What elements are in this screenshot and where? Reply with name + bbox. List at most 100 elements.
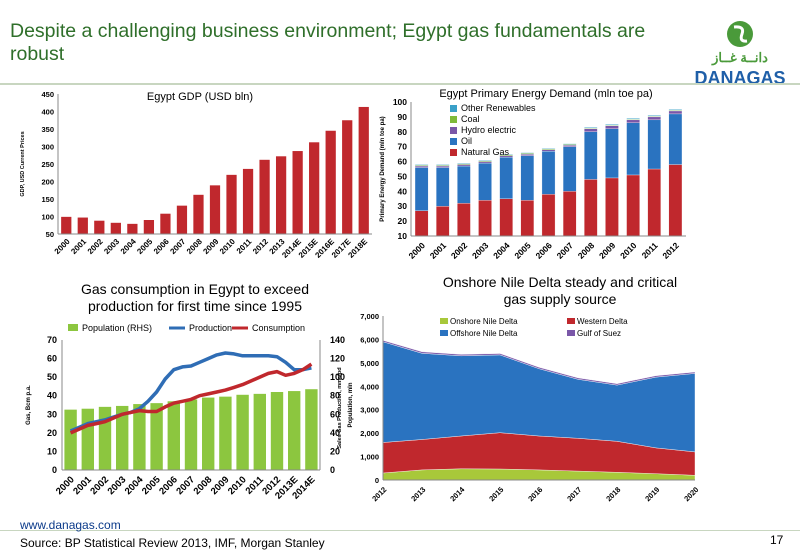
energy-bar-oil-2007: [562, 146, 577, 192]
consumption-y-axis-label: Gas, Bcm p.a.: [26, 385, 32, 425]
gdp-bar-2001: [77, 217, 88, 234]
population-bar-2002: [98, 406, 112, 470]
energy-bar-oil-2004: [499, 156, 513, 199]
energy-bar-hydro-electric-2003: [478, 161, 492, 164]
gdp-bar-2004: [127, 223, 138, 234]
energy-bar-other-renewables-2009: [605, 124, 619, 126]
energy-bar-hydro-electric-2001: [436, 165, 450, 168]
nile-x-tick-2016: 2016: [526, 485, 544, 503]
energy-x-tick-2001: 2001: [428, 240, 449, 261]
energy-legend-swatch: [450, 138, 457, 145]
gdp-bar-2016E: [325, 130, 336, 234]
consumption-legend-swatch: [68, 324, 78, 331]
gdp-bar-2012: [259, 159, 270, 234]
gdp-x-tick-2004: 2004: [119, 237, 138, 256]
population-bar-2009: [219, 396, 232, 470]
nile-y-tick: 6,000: [360, 335, 379, 344]
energy-bar-oil-2011: [647, 119, 661, 170]
energy-legend-swatch: [450, 116, 457, 123]
consumption-y-right-tick: 120: [330, 354, 345, 364]
energy-bar-oil-2012: [668, 113, 683, 165]
energy-bar-natural-gas-2008: [584, 179, 598, 237]
nile-x-tick-2014: 2014: [448, 484, 467, 503]
title-divider: [0, 83, 800, 85]
energy-legend-label: Oil: [461, 136, 472, 146]
energy-bar-other-renewables-2008: [584, 127, 598, 129]
nile-delta-chart: 0 1,000 2,000 3,000 4,000 5,000 6,000 7,000 Sale…: [337, 312, 700, 503]
energy-chart-title: Egypt Primary Energy Demand (mln toe pa): [439, 88, 652, 100]
energy-bar-oil-2008: [584, 131, 598, 180]
energy-bar-other-renewables-2010: [626, 118, 640, 120]
consumption-legend-label: Production: [189, 323, 232, 333]
nile-x-tick-2019: 2019: [643, 485, 661, 503]
gdp-x-tick-2001: 2001: [69, 237, 88, 256]
energy-x-tick-2008: 2008: [576, 240, 597, 261]
nile-area-offshore-nile-delta: [382, 341, 696, 453]
consumption-y-tick: 70: [47, 335, 57, 345]
energy-bar-hydro-electric-2011: [647, 116, 661, 121]
gdp-x-tick-2005: 2005: [135, 237, 154, 256]
population-bar-2008: [202, 397, 215, 470]
gdp-y-tick: 50: [46, 230, 54, 239]
energy-bar-other-renewables-2007: [562, 143, 577, 145]
nile-y-tick: 2,000: [360, 429, 379, 438]
gdp-bar-2014E: [292, 151, 303, 234]
nile-x-tick-2020: 2020: [682, 485, 700, 503]
energy-x-tick-2011: 2011: [640, 240, 660, 260]
energy-bar-other-renewables-2002: [457, 162, 471, 164]
gdp-y-tick: 400: [41, 108, 54, 117]
energy-bar-hydro-electric-2006: [541, 149, 556, 152]
gdp-x-tick-2008: 2008: [185, 237, 204, 256]
gdp-x-tick-2006: 2006: [152, 237, 171, 256]
nile-x-tick-2018: 2018: [604, 485, 622, 503]
gdp-y-axis-label: GDP, USD Current Prices: [20, 131, 26, 196]
consumption-legend-label: Consumption: [252, 323, 305, 333]
gdp-y-tick: 350: [41, 125, 54, 134]
energy-x-tick-2010: 2010: [618, 240, 639, 261]
energy-bar-other-renewables-2012: [668, 109, 683, 111]
energy-legend-swatch: [450, 127, 457, 134]
consumption-y-right-tick: 80: [330, 391, 340, 401]
population-bar-2011: [253, 393, 266, 470]
nile-x-tick-2017: 2017: [565, 485, 583, 503]
energy-y-tick: 90: [398, 112, 408, 122]
population-bar-2013E: [288, 391, 301, 470]
energy-bar-oil-2003: [478, 162, 492, 201]
gdp-x-tick-2002: 2002: [86, 237, 105, 256]
nile-y-axis-label: Sales Gas Production, mmcfpd: [337, 367, 343, 448]
gas-consumption-chart: 0 10 20 30 40 50 60 70 0 20 40 60 80 100 120 140 Gas, Bc…: [26, 323, 354, 502]
energy-bar-hydro-electric-2010: [626, 119, 640, 123]
gdp-x-tick-2011: 2011: [235, 237, 254, 256]
gdp-bar-2007: [176, 205, 188, 234]
energy-bar-hydro-electric-2008: [584, 128, 598, 132]
consumption-y-tick: 10: [47, 446, 57, 456]
population-bar-2000: [64, 409, 77, 470]
gdp-bar-2005: [143, 220, 155, 234]
energy-y-axis-label: Primary Energy Demand (mln toe pa): [380, 116, 386, 221]
gdp-chart: Egypt GDP (USD bln) 50 100 150 200 250 300 350 4…: [20, 90, 372, 260]
gdp-x-tick-2012: 2012: [251, 237, 270, 256]
energy-bar-other-renewables-2005: [520, 152, 535, 154]
energy-bar-natural-gas-2005: [520, 200, 535, 237]
source-note: Source: BP Statistical Review 2013, IMF,…: [20, 536, 325, 550]
gdp-bar-2009: [209, 185, 221, 234]
nile-y-tick: 5,000: [360, 359, 379, 368]
consumption-chart-title: Gas consumption in Egypt to exceed produ…: [80, 281, 310, 314]
energy-y-tick: 60: [398, 157, 408, 167]
consumption-y-right-tick: 20: [330, 446, 340, 456]
consumption-y-right-tick: 60: [330, 409, 340, 419]
nile-x-tick-2013: 2013: [409, 485, 427, 503]
energy-bar-hydro-electric-2007: [562, 145, 577, 147]
website-link[interactable]: www.danagas.com: [20, 518, 121, 532]
population-bar-2003: [116, 405, 129, 470]
energy-bar-oil-2010: [626, 122, 640, 176]
energy-bar-hydro-electric-2005: [520, 153, 535, 156]
energy-x-tick-2012: 2012: [660, 240, 681, 261]
nile-chart-title: Onshore Nile Delta steady and critical g…: [442, 274, 678, 307]
population-bar-2005: [150, 403, 163, 470]
consumption-legend-label: Population (RHS): [82, 323, 152, 333]
consumption-x-tick-2000: 2000: [54, 474, 77, 497]
population-bar-2014E: [305, 389, 318, 470]
gdp-bar-2018E: [358, 106, 369, 234]
nile-y-tick: 3,000: [360, 406, 379, 415]
